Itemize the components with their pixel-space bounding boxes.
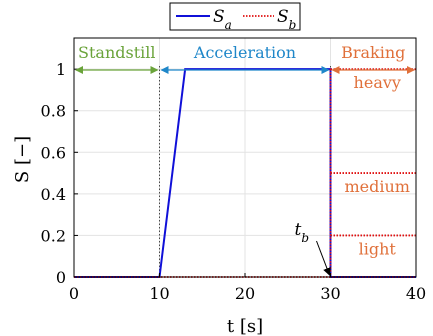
braking-level-lines: heavy medium light: [329, 68, 416, 277]
phase-label-acceleration: Acceleration: [193, 43, 296, 62]
axis-labels: t [s] S [−]: [12, 136, 263, 336]
legend-label-s-a: Sa: [213, 7, 232, 32]
legend-label-s-b: Sb: [277, 7, 296, 32]
phase-annotations: Standstill Acceleration Braking: [75, 43, 415, 74]
tb-annotation: tb: [295, 220, 331, 276]
y-tick-label: 0.4: [41, 185, 66, 204]
x-tick-label: 30: [320, 284, 340, 303]
x-tick-label: 0: [69, 284, 79, 303]
y-axis-label: S [−]: [12, 136, 33, 183]
tb-arrow: [316, 240, 331, 276]
y-tick-label: 1: [56, 60, 66, 79]
braking-level-label-medium: medium: [345, 177, 410, 196]
phase-label-standstill: Standstill: [78, 43, 155, 62]
phase-label-braking: Braking: [341, 43, 405, 62]
y-tick-label: 0.8: [41, 102, 66, 121]
x-tick-label: 40: [406, 284, 426, 303]
x-axis-label: t [s]: [227, 316, 263, 336]
x-tick-label: 10: [149, 284, 169, 303]
y-tick-label: 0.2: [41, 226, 66, 245]
braking-level-label-heavy: heavy: [354, 73, 401, 92]
tb-label: tb: [295, 220, 310, 245]
y-tick-label: 0.6: [41, 143, 66, 162]
y-tick-label: 0: [56, 268, 66, 287]
legend: Sa Sb: [169, 2, 301, 32]
axis-ticks: 0 10 20 30 40 0 0.2 0.4 0.6 0.8 1: [41, 60, 427, 303]
braking-level-label-light: light: [359, 239, 397, 258]
x-tick-label: 20: [235, 284, 255, 303]
